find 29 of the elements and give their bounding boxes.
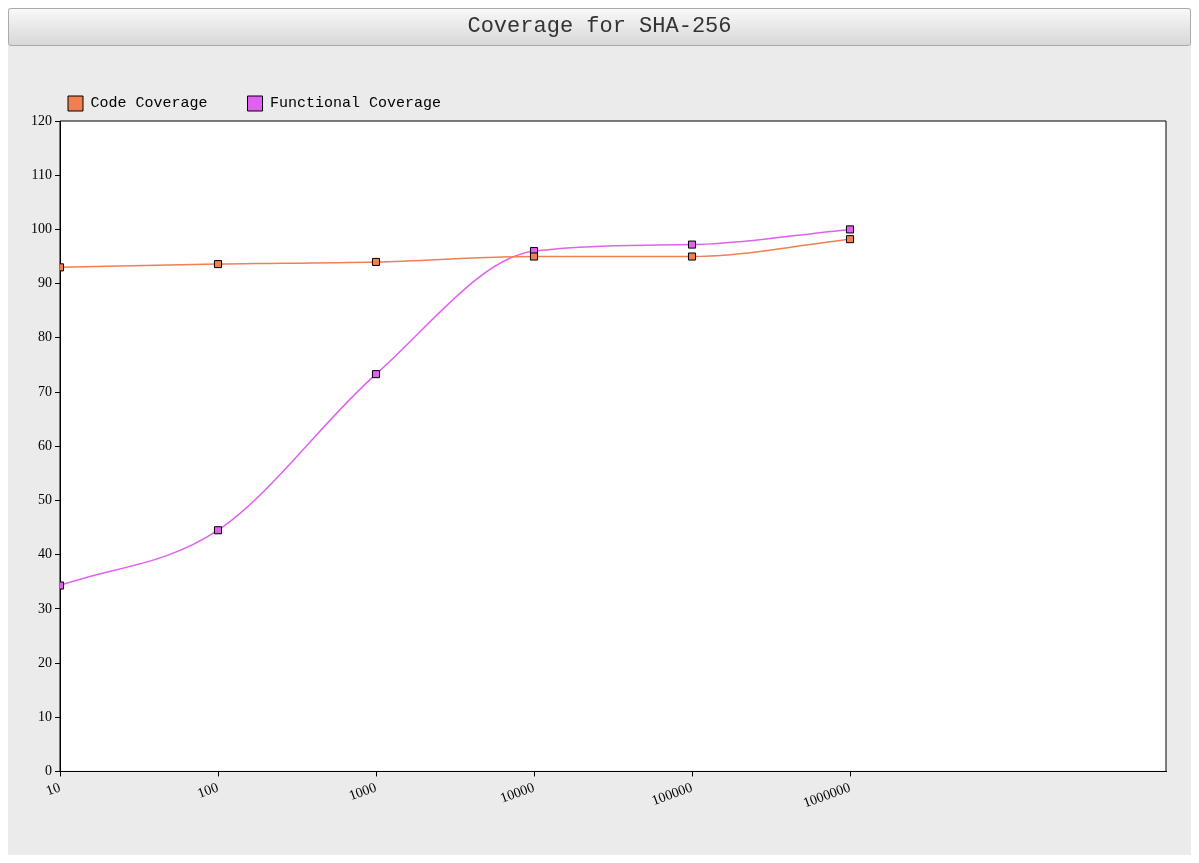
point: [687, 240, 697, 249]
legend-label: Functional Coverage: [270, 95, 442, 113]
chart-title: Coverage for SHA-256: [8, 8, 1191, 46]
y-tick-label: 100: [31, 221, 52, 237]
y-tick-label: 20: [38, 654, 52, 670]
y-tick-label: 110: [31, 166, 52, 182]
point: [213, 526, 223, 535]
y-tick-label: 50: [38, 492, 52, 508]
point: [213, 260, 223, 269]
point: [371, 257, 381, 266]
point: [687, 252, 697, 261]
x-tick-label: 1000: [346, 779, 379, 804]
y-tick-label: 40: [38, 546, 52, 562]
point: [845, 225, 855, 234]
y-tick-label: 120: [31, 112, 52, 128]
y-tick-label: 10: [38, 708, 52, 724]
point: [845, 235, 855, 244]
legend-label: Code Coverage: [90, 95, 208, 113]
x-tick-label: 100: [195, 779, 221, 801]
y-tick-label: 60: [38, 437, 52, 453]
x-tick-label: 10000: [498, 779, 537, 806]
point: [529, 252, 539, 261]
y-tick-label: 0: [45, 763, 52, 779]
y-tick-label: 30: [38, 600, 52, 616]
y-tick-label: 80: [38, 329, 52, 345]
x-tick-label: 100000: [649, 779, 695, 808]
y-tick-label: 70: [38, 383, 52, 399]
point: [371, 370, 381, 379]
y-tick-label: 90: [38, 275, 52, 291]
